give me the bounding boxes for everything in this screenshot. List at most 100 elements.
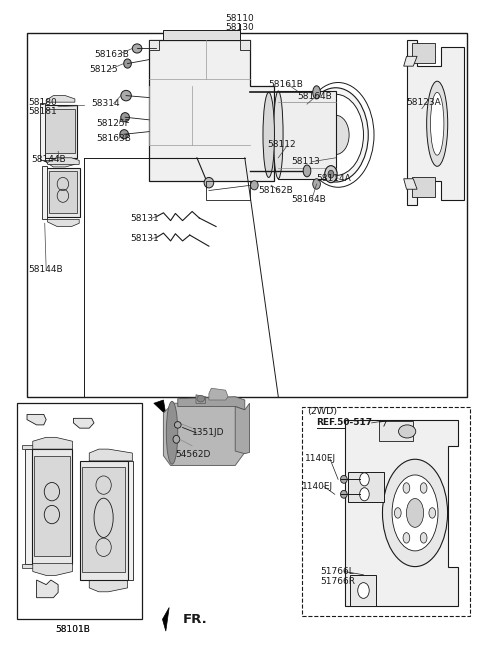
Ellipse shape — [323, 115, 349, 155]
Ellipse shape — [274, 91, 283, 178]
Ellipse shape — [392, 475, 438, 551]
Polygon shape — [412, 177, 435, 197]
Ellipse shape — [121, 91, 132, 101]
Ellipse shape — [303, 88, 368, 182]
Text: 58131: 58131 — [130, 213, 159, 222]
Polygon shape — [196, 395, 205, 403]
Ellipse shape — [403, 533, 410, 543]
Polygon shape — [235, 403, 250, 454]
Ellipse shape — [328, 171, 334, 178]
Text: 58130: 58130 — [226, 23, 254, 32]
Ellipse shape — [360, 487, 369, 501]
Polygon shape — [163, 30, 240, 40]
Ellipse shape — [398, 425, 416, 438]
Polygon shape — [404, 178, 417, 189]
Ellipse shape — [403, 483, 410, 493]
Text: 58131: 58131 — [130, 234, 159, 243]
Text: 58163B: 58163B — [96, 134, 132, 142]
Ellipse shape — [308, 94, 363, 175]
Text: 58112: 58112 — [267, 140, 296, 149]
Ellipse shape — [324, 166, 337, 182]
Text: 58110: 58110 — [226, 14, 254, 23]
Polygon shape — [33, 438, 72, 449]
Text: 51766L: 51766L — [321, 567, 354, 576]
Ellipse shape — [121, 113, 130, 122]
Ellipse shape — [313, 86, 321, 99]
Ellipse shape — [407, 499, 424, 527]
Ellipse shape — [420, 533, 427, 543]
Ellipse shape — [166, 401, 178, 464]
Text: 58181: 58181 — [28, 108, 57, 117]
Polygon shape — [350, 575, 376, 606]
Polygon shape — [80, 461, 128, 580]
Text: (2WD): (2WD) — [307, 407, 337, 416]
Text: REF.50-517: REF.50-517 — [317, 418, 372, 427]
Ellipse shape — [340, 476, 347, 483]
Ellipse shape — [120, 130, 129, 139]
Polygon shape — [48, 219, 79, 226]
Polygon shape — [27, 415, 46, 425]
Text: 58123A: 58123A — [407, 98, 441, 107]
Text: 58163B: 58163B — [94, 50, 129, 59]
Polygon shape — [163, 403, 245, 466]
Polygon shape — [345, 420, 458, 606]
Bar — [27, 33, 468, 397]
Polygon shape — [404, 56, 417, 66]
Ellipse shape — [251, 180, 258, 190]
Ellipse shape — [174, 422, 181, 428]
Polygon shape — [46, 168, 80, 216]
Polygon shape — [48, 171, 77, 213]
Polygon shape — [278, 91, 336, 178]
Polygon shape — [412, 43, 435, 63]
Text: 58161B: 58161B — [269, 80, 303, 89]
Ellipse shape — [124, 59, 132, 68]
Ellipse shape — [197, 396, 204, 402]
Polygon shape — [45, 109, 75, 153]
Ellipse shape — [358, 583, 369, 598]
Text: 58101B: 58101B — [55, 625, 90, 634]
Polygon shape — [128, 461, 133, 580]
Text: FR.: FR. — [182, 613, 207, 626]
Polygon shape — [32, 449, 72, 564]
Polygon shape — [22, 445, 36, 449]
Text: 54562D: 54562D — [175, 451, 211, 459]
Ellipse shape — [420, 483, 427, 493]
Ellipse shape — [395, 508, 401, 518]
Ellipse shape — [340, 490, 347, 498]
Text: 58164B: 58164B — [292, 195, 326, 204]
Bar — [17, 403, 142, 619]
Ellipse shape — [429, 508, 436, 518]
Polygon shape — [89, 580, 128, 592]
Polygon shape — [42, 166, 47, 219]
Ellipse shape — [173, 436, 180, 443]
Ellipse shape — [132, 44, 142, 53]
Polygon shape — [48, 158, 79, 165]
Polygon shape — [36, 580, 58, 598]
Polygon shape — [89, 449, 132, 461]
Text: 1140EJ: 1140EJ — [305, 455, 336, 463]
Polygon shape — [240, 40, 250, 50]
Polygon shape — [209, 388, 228, 400]
Text: 58180: 58180 — [28, 98, 57, 107]
Polygon shape — [154, 400, 166, 415]
Bar — [302, 407, 470, 616]
Ellipse shape — [313, 178, 321, 189]
Ellipse shape — [427, 81, 448, 167]
Polygon shape — [33, 564, 72, 575]
Polygon shape — [34, 456, 70, 556]
Text: 58164B: 58164B — [298, 92, 332, 102]
Text: 58101B: 58101B — [55, 625, 90, 634]
Polygon shape — [82, 468, 125, 572]
Polygon shape — [178, 397, 245, 410]
Text: 58113: 58113 — [291, 157, 320, 166]
Ellipse shape — [360, 473, 369, 486]
Text: 58125F: 58125F — [96, 119, 130, 129]
Polygon shape — [73, 419, 94, 428]
Ellipse shape — [303, 165, 311, 176]
Polygon shape — [22, 564, 36, 568]
Text: 58144B: 58144B — [28, 264, 63, 274]
Text: 58114A: 58114A — [317, 174, 351, 183]
Ellipse shape — [263, 92, 275, 177]
Ellipse shape — [383, 459, 447, 567]
Polygon shape — [46, 161, 75, 167]
